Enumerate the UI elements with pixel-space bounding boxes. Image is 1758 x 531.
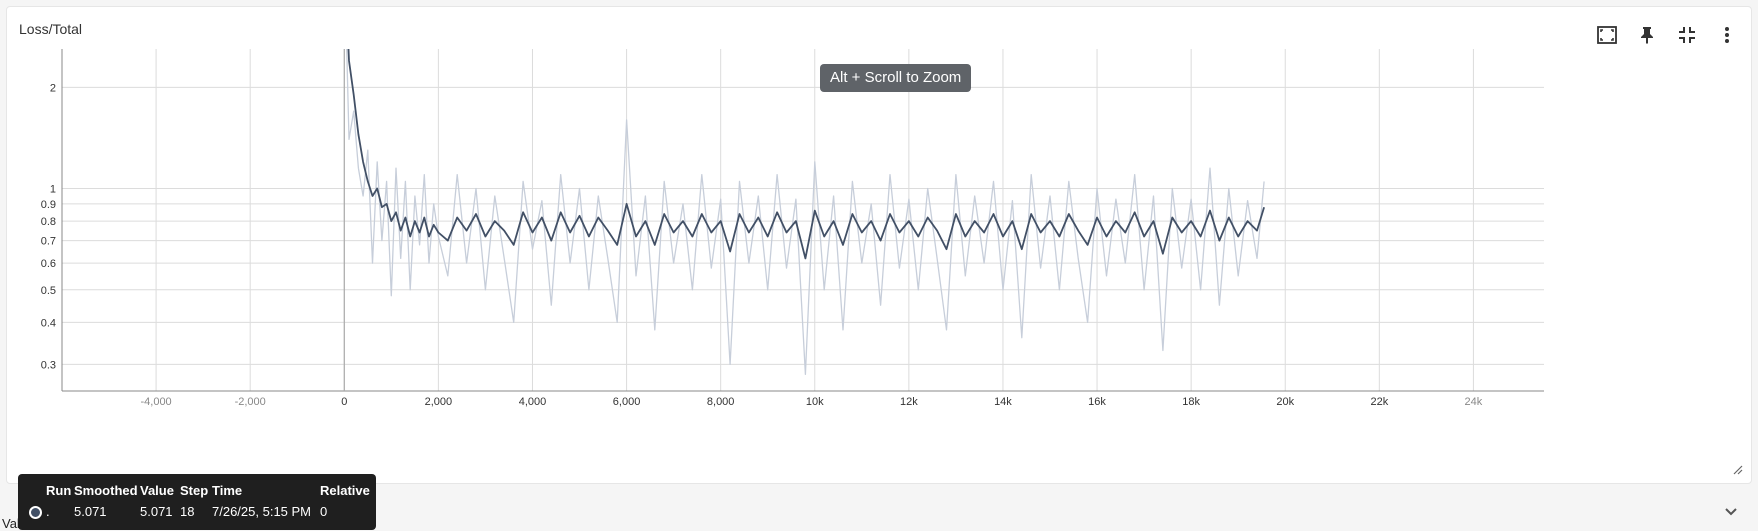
tooltip-header-run: Run (46, 483, 72, 498)
x-tick-label: 10k (806, 396, 824, 408)
zoom-hint: Alt + Scroll to Zoom (820, 64, 972, 92)
card-toolbar (1591, 19, 1743, 51)
loss-chart[interactable]: -4,000 -2,000 0 2,000 4,000 6,000 8,000 10k 12k 1… (7, 7, 1753, 485)
x-tick-label: 24k (1465, 396, 1483, 408)
collapse-button[interactable] (1671, 19, 1703, 51)
x-tick-label: 0 (341, 396, 347, 408)
tooltip-time: 7/26/25, 5:15 PM (212, 504, 312, 519)
tooltip-header-time: Time (212, 483, 243, 498)
tooltip-header-relative: Relative (320, 483, 370, 498)
x-tick-label: -2,000 (235, 396, 266, 408)
tooltip-step: 18 (180, 504, 195, 519)
fit-domain-button[interactable] (1591, 19, 1623, 51)
more-vert-icon (1725, 27, 1729, 43)
y-tick-label: 0.5 (41, 285, 56, 297)
x-tick-label: 8,000 (707, 396, 735, 408)
y-tick-label: 0.4 (41, 317, 56, 329)
x-tick-label: 18k (1182, 396, 1200, 408)
fit-domain-icon (1597, 26, 1617, 44)
x-tick-label: 20k (1276, 396, 1294, 408)
resize-handle-icon[interactable] (1731, 463, 1743, 475)
pin-icon (1641, 27, 1653, 44)
y-tick-label: 1 (50, 184, 56, 196)
tooltip-value: 5.071 (140, 504, 173, 519)
y-tick-label: 0.9 (41, 199, 56, 211)
run-color-dot (29, 506, 42, 519)
tooltip-header-step: Step (180, 483, 209, 498)
x-tick-label: 6,000 (613, 396, 641, 408)
x-tick-label: -4,000 (140, 396, 171, 408)
more-options-button[interactable] (1711, 19, 1743, 51)
series-line-raw (346, 49, 1265, 376)
x-tick-label: 4,000 (519, 396, 547, 408)
x-tick-label: 2,000 (425, 396, 453, 408)
data-tooltip: Run Smoothed Value Step Time Relative . … (18, 474, 376, 530)
x-tick-label: 12k (900, 396, 918, 408)
x-tick-label: 14k (994, 396, 1012, 408)
y-tick-label: 0.6 (41, 258, 56, 270)
chevron-down-icon[interactable] (1724, 507, 1738, 517)
y-tick-label: 2 (50, 82, 56, 94)
series-line-smoothed (347, 49, 1265, 260)
pin-button[interactable] (1631, 19, 1663, 51)
x-tick-label: 16k (1088, 396, 1106, 408)
y-tick-label: 0.8 (41, 216, 56, 228)
chart-title: Loss/Total (19, 21, 83, 37)
tooltip-header-value: Value (140, 483, 174, 498)
tooltip-relative: 0 (320, 504, 328, 519)
collapse-icon (1679, 27, 1695, 43)
tooltip-run: . (46, 504, 50, 519)
y-tick-label: 0.7 (41, 236, 56, 248)
tooltip-smoothed: 5.071 (74, 504, 107, 519)
y-tick-label: 0.3 (41, 359, 56, 371)
x-tick-label: 22k (1370, 396, 1388, 408)
tooltip-header-smoothed: Smoothed (74, 483, 138, 498)
